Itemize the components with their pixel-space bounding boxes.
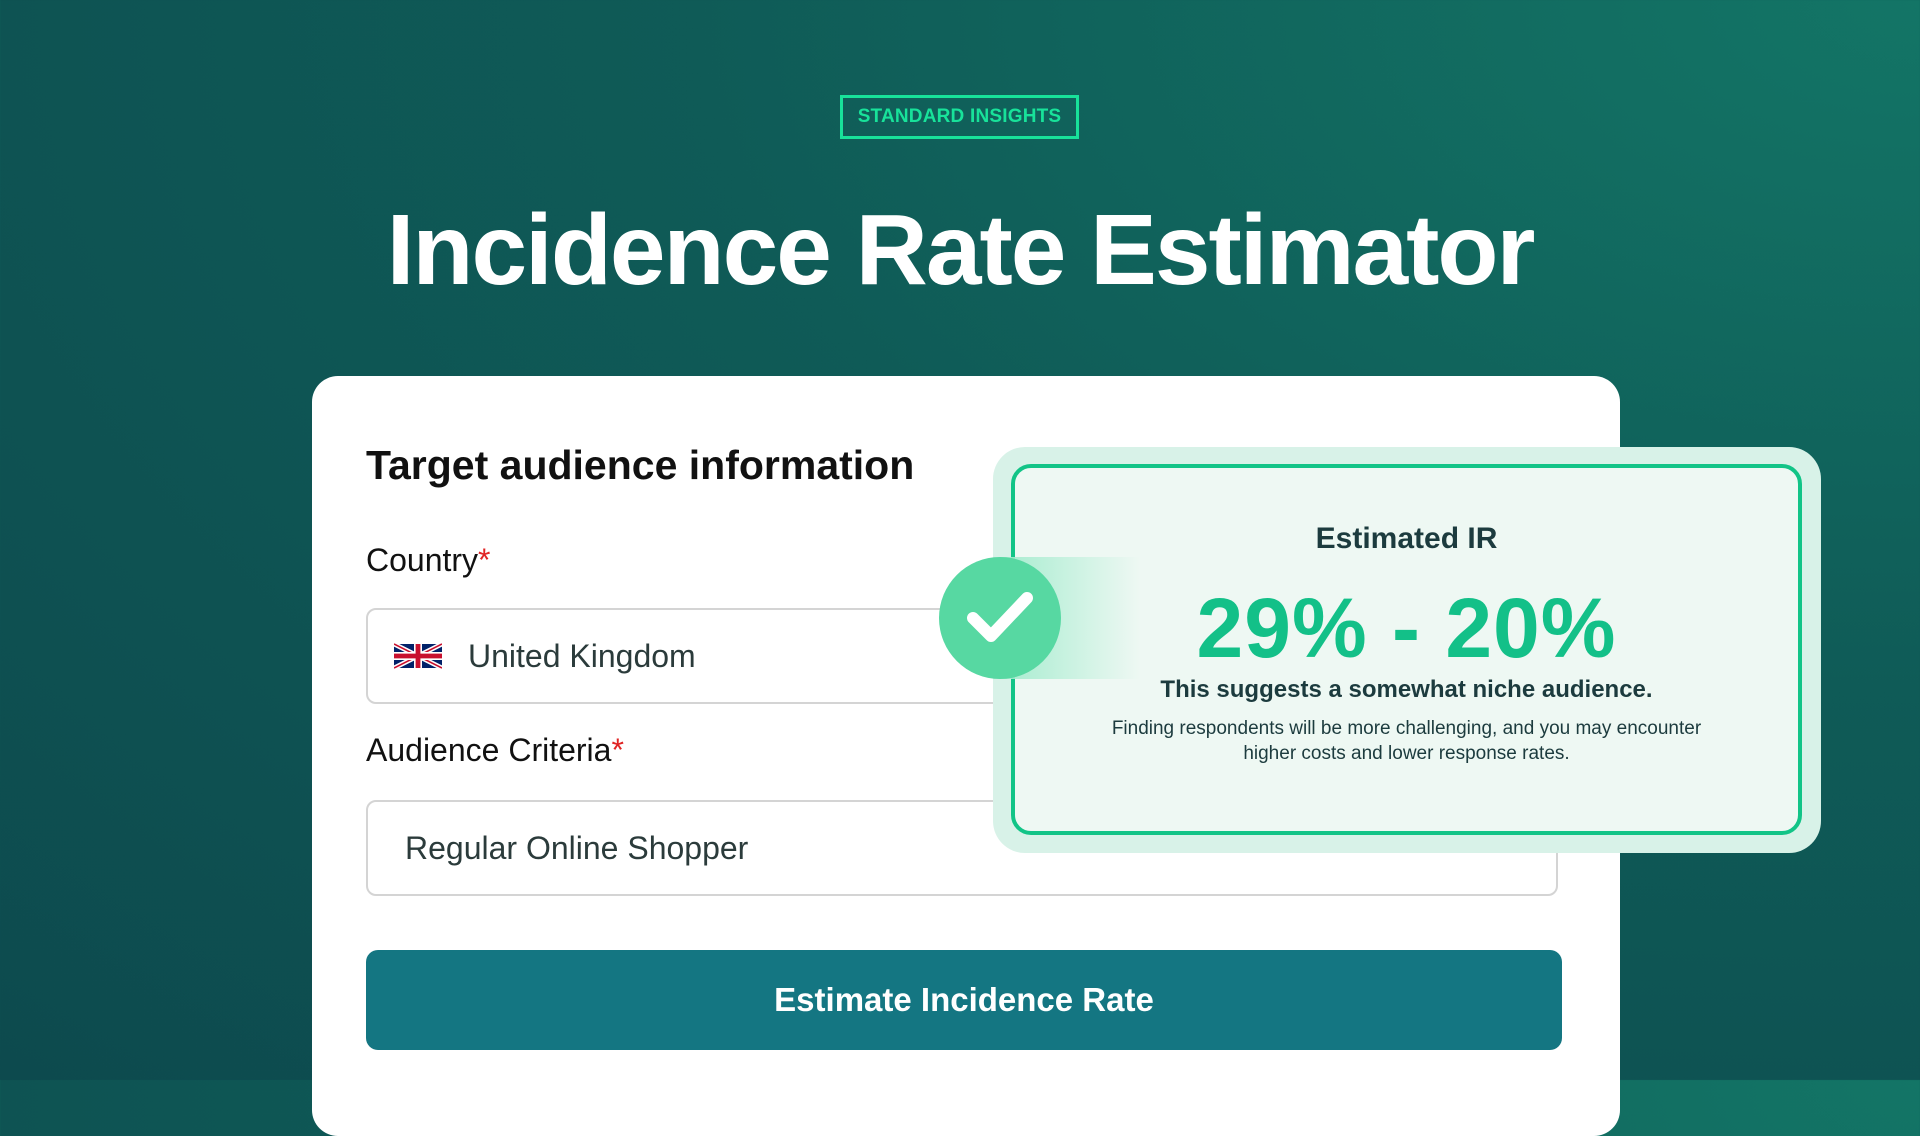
criteria-value: Regular Online Shopper <box>405 829 749 866</box>
checkmark-glyph <box>967 592 1033 642</box>
page-title: Incidence Rate Estimator <box>386 194 1536 306</box>
result-range: 29% - 20% <box>1196 581 1617 675</box>
brand-badge: STANDARD INSIGHTS <box>840 95 1079 139</box>
country-label-text: Country <box>366 542 479 578</box>
country-value: United Kingdom <box>468 637 696 674</box>
criteria-label: Audience Criteria* <box>366 732 624 769</box>
result-description: Finding respondents will be more challen… <box>1111 718 1702 764</box>
check-icon <box>939 557 1061 679</box>
result-title: Estimated IR <box>1315 522 1498 555</box>
result-panel: Estimated IR 29% - 20% This suggests a s… <box>1011 464 1802 835</box>
required-mark: * <box>611 732 624 768</box>
uk-flag-icon <box>394 641 442 671</box>
required-mark: * <box>478 542 491 578</box>
criteria-label-text: Audience Criteria <box>366 732 612 768</box>
result-summary: This suggests a somewhat niche audience. <box>1160 676 1653 703</box>
section-title: Target audience information <box>366 442 915 488</box>
estimate-button[interactable]: Estimate Incidence Rate <box>366 950 1562 1050</box>
country-label: Country* <box>366 542 491 579</box>
